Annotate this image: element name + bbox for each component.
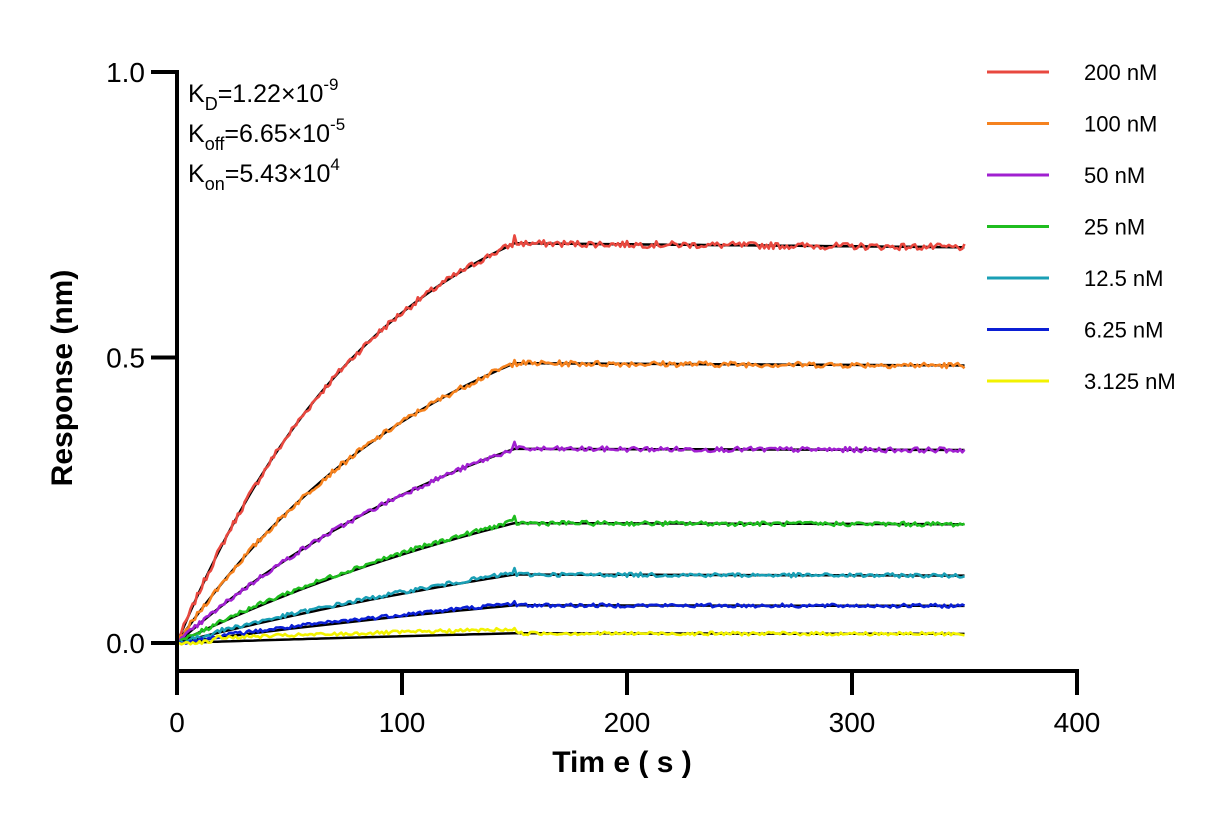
constant-subscript: on [205,174,225,194]
legend-label: 25 nM [1084,215,1145,240]
x-tick-label: 300 [829,707,876,738]
constant-value: =5.43×10 [225,160,331,188]
legend: 200 nM 100 nM 50 nM 25 nM 12.5 nM 6.25 nM 3.12… [987,60,1176,394]
kinetic-constant-off: Koff=6.65×10-5 [188,115,345,154]
legend-label: 12.5 nM [1084,266,1164,291]
legend-item: 100 nM [987,112,1157,137]
fit-curves [175,242,965,645]
constant-exponent: -9 [323,75,338,94]
x-tick-label: 200 [604,707,651,738]
y-axis-title: Response (nm) [46,270,79,487]
legend-item: 6.25 nM [987,318,1164,343]
legend-label: 6.25 nM [1084,318,1164,343]
series-line-6-25-nm [176,600,966,646]
series-line-25-nm [176,514,966,644]
x-tick-label: 100 [379,707,426,738]
x-tick-label: 0 [169,707,185,738]
legend-label: 200 nM [1084,60,1157,85]
constant-symbol: K [188,80,205,108]
fit-curve [176,521,965,645]
series-line-50-nm [175,440,966,646]
y-tick-label: 0.5 [106,343,145,374]
legend-item: 25 nM [987,215,1145,240]
legend-item: 200 nM [987,60,1157,85]
legend-item: 50 nM [987,163,1145,188]
legend-item: 12.5 nM [987,266,1164,291]
kinetic-constant-d: KD=1.22×10-9 [188,75,338,114]
constant-value: =1.22×10 [218,80,324,108]
constant-subscript: off [205,134,226,154]
series-line-200-nm [175,234,966,644]
legend-label: 50 nM [1084,163,1145,188]
legend-label: 100 nM [1084,112,1157,137]
fit-curve [175,242,965,644]
y-tick-label: 0.0 [106,628,145,659]
series-line-100-nm [175,358,966,642]
constant-subscript: D [205,94,218,114]
kinetic-constant-on: Kon=5.43×104 [188,155,340,194]
constant-symbol: K [188,120,205,148]
axes: 0.0 0.5 1.0 0 100 200 300 400 [106,57,1100,738]
x-tick-label: 400 [1054,707,1101,738]
data-curves [175,234,966,646]
constant-exponent: 4 [330,155,339,174]
constant-symbol: K [188,160,205,188]
constant-value: =6.65×10 [224,120,330,148]
y-tick-label: 1.0 [106,57,145,88]
series-line-12-5-nm [176,566,965,645]
series-line-3-125-nm [176,626,965,646]
x-axis-title: Tim e ( s ) [552,746,691,779]
legend-label: 3.125 nM [1084,369,1176,394]
constant-exponent: -5 [330,115,345,134]
legend-item: 3.125 nM [987,369,1176,394]
